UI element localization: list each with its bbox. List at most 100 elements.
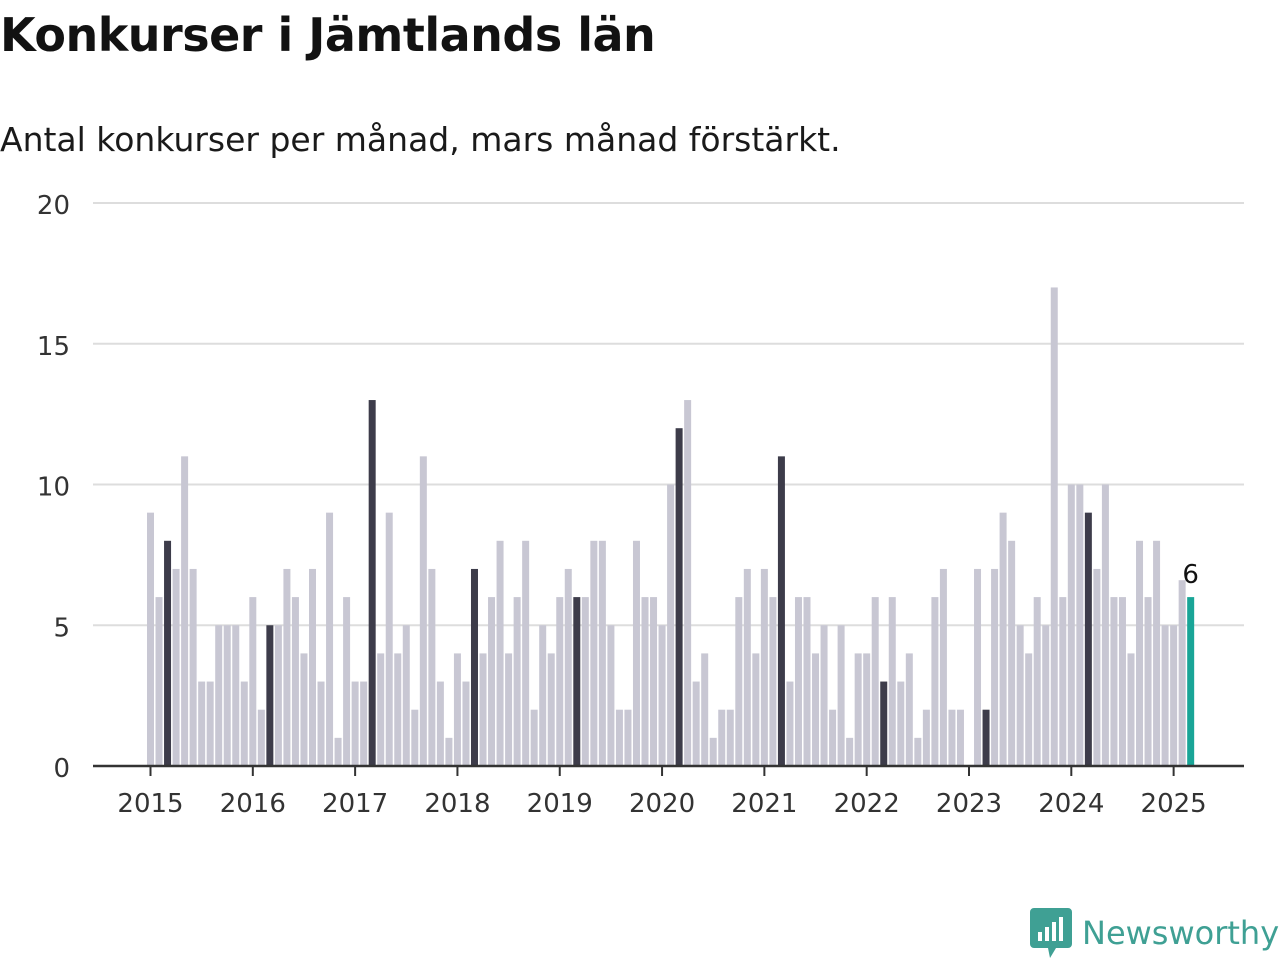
bar <box>632 540 640 766</box>
bar <box>556 597 564 766</box>
bar <box>1076 484 1084 766</box>
newsworthy-brand[interactable]: Newsworthy <box>1030 908 1279 958</box>
bar <box>794 597 802 766</box>
bar <box>769 597 777 766</box>
bar <box>522 540 530 766</box>
bar <box>1153 540 1161 766</box>
bar <box>300 653 308 766</box>
bar <box>667 484 675 766</box>
bar <box>897 681 905 766</box>
x-tick-label: 2017 <box>322 789 388 819</box>
bar <box>479 653 487 766</box>
x-tick-label: 2022 <box>834 789 900 819</box>
bar <box>846 737 854 766</box>
bar <box>530 709 538 766</box>
x-tick-label: 2015 <box>117 789 183 819</box>
bar <box>198 681 206 766</box>
bar <box>650 597 658 766</box>
x-tick-label: 2024 <box>1038 789 1104 819</box>
bar <box>854 653 862 766</box>
y-tick-label: 5 <box>53 613 70 643</box>
bar <box>368 400 376 766</box>
brand-name: Newsworthy <box>1082 914 1280 952</box>
bar <box>206 681 214 766</box>
bar <box>880 681 888 766</box>
bar <box>1059 597 1067 766</box>
bar <box>428 568 436 766</box>
bar-chart: 0 5 10 15 20 6 2015 2016 2017 2018 2019 2020 2021 202… <box>37 191 1244 819</box>
bar <box>829 709 837 766</box>
bar <box>871 597 879 766</box>
bar <box>189 568 197 766</box>
bar <box>326 512 334 766</box>
bar <box>181 456 189 766</box>
bar <box>658 625 666 766</box>
x-tick-label: 2019 <box>527 789 593 819</box>
bar <box>1033 597 1041 766</box>
bar <box>615 709 623 766</box>
bar <box>956 709 964 766</box>
bar <box>513 597 521 766</box>
bar <box>786 681 794 766</box>
bar <box>462 681 470 766</box>
bar <box>718 709 726 766</box>
bar <box>155 597 163 766</box>
bar <box>914 737 922 766</box>
bar <box>1008 540 1016 766</box>
bar <box>999 512 1007 766</box>
bar <box>1016 625 1024 766</box>
bar <box>334 737 342 766</box>
x-tick-label: 2016 <box>220 789 286 819</box>
bar <box>317 681 325 766</box>
bar <box>470 568 478 766</box>
bar <box>164 540 172 766</box>
bar <box>991 568 999 766</box>
bar <box>598 540 606 766</box>
bar <box>539 625 547 766</box>
bar <box>743 568 751 766</box>
bar <box>812 653 820 766</box>
bar <box>223 625 231 766</box>
bar <box>343 597 351 766</box>
y-tick-label: 15 <box>37 332 70 362</box>
bar <box>888 597 896 766</box>
bar <box>1050 287 1058 766</box>
bar <box>777 456 785 766</box>
bar <box>351 681 359 766</box>
x-tick-label: 2021 <box>731 789 797 819</box>
x-tick-label: 2025 <box>1141 789 1207 819</box>
bar <box>974 568 982 766</box>
bar <box>147 512 154 766</box>
bar <box>1110 597 1118 766</box>
bar <box>283 568 291 766</box>
bar <box>385 512 393 766</box>
x-tick-label: 2018 <box>424 789 490 819</box>
bar <box>624 709 632 766</box>
y-tick-label: 10 <box>37 473 70 503</box>
bar <box>607 625 615 766</box>
bar <box>709 737 717 766</box>
bar <box>752 653 760 766</box>
bar <box>1187 597 1195 766</box>
bar <box>1118 597 1126 766</box>
bar <box>641 597 649 766</box>
y-tick-label: 20 <box>37 191 70 221</box>
bar <box>436 681 444 766</box>
data-label-latest: 6 <box>1182 560 1199 590</box>
bar <box>249 597 257 766</box>
bar <box>419 456 427 766</box>
bar <box>760 568 768 766</box>
bar <box>496 540 504 766</box>
bar <box>590 540 598 766</box>
newsworthy-logo-icon <box>1030 908 1072 958</box>
bar <box>735 597 743 766</box>
bar <box>803 597 811 766</box>
bar <box>581 597 589 766</box>
chart-title: Konkurser i Jämtlands län <box>0 8 656 62</box>
bar <box>411 709 419 766</box>
bar <box>922 709 930 766</box>
bar <box>948 709 956 766</box>
bar <box>1136 540 1144 766</box>
bar <box>1093 568 1101 766</box>
bar <box>1101 484 1109 766</box>
